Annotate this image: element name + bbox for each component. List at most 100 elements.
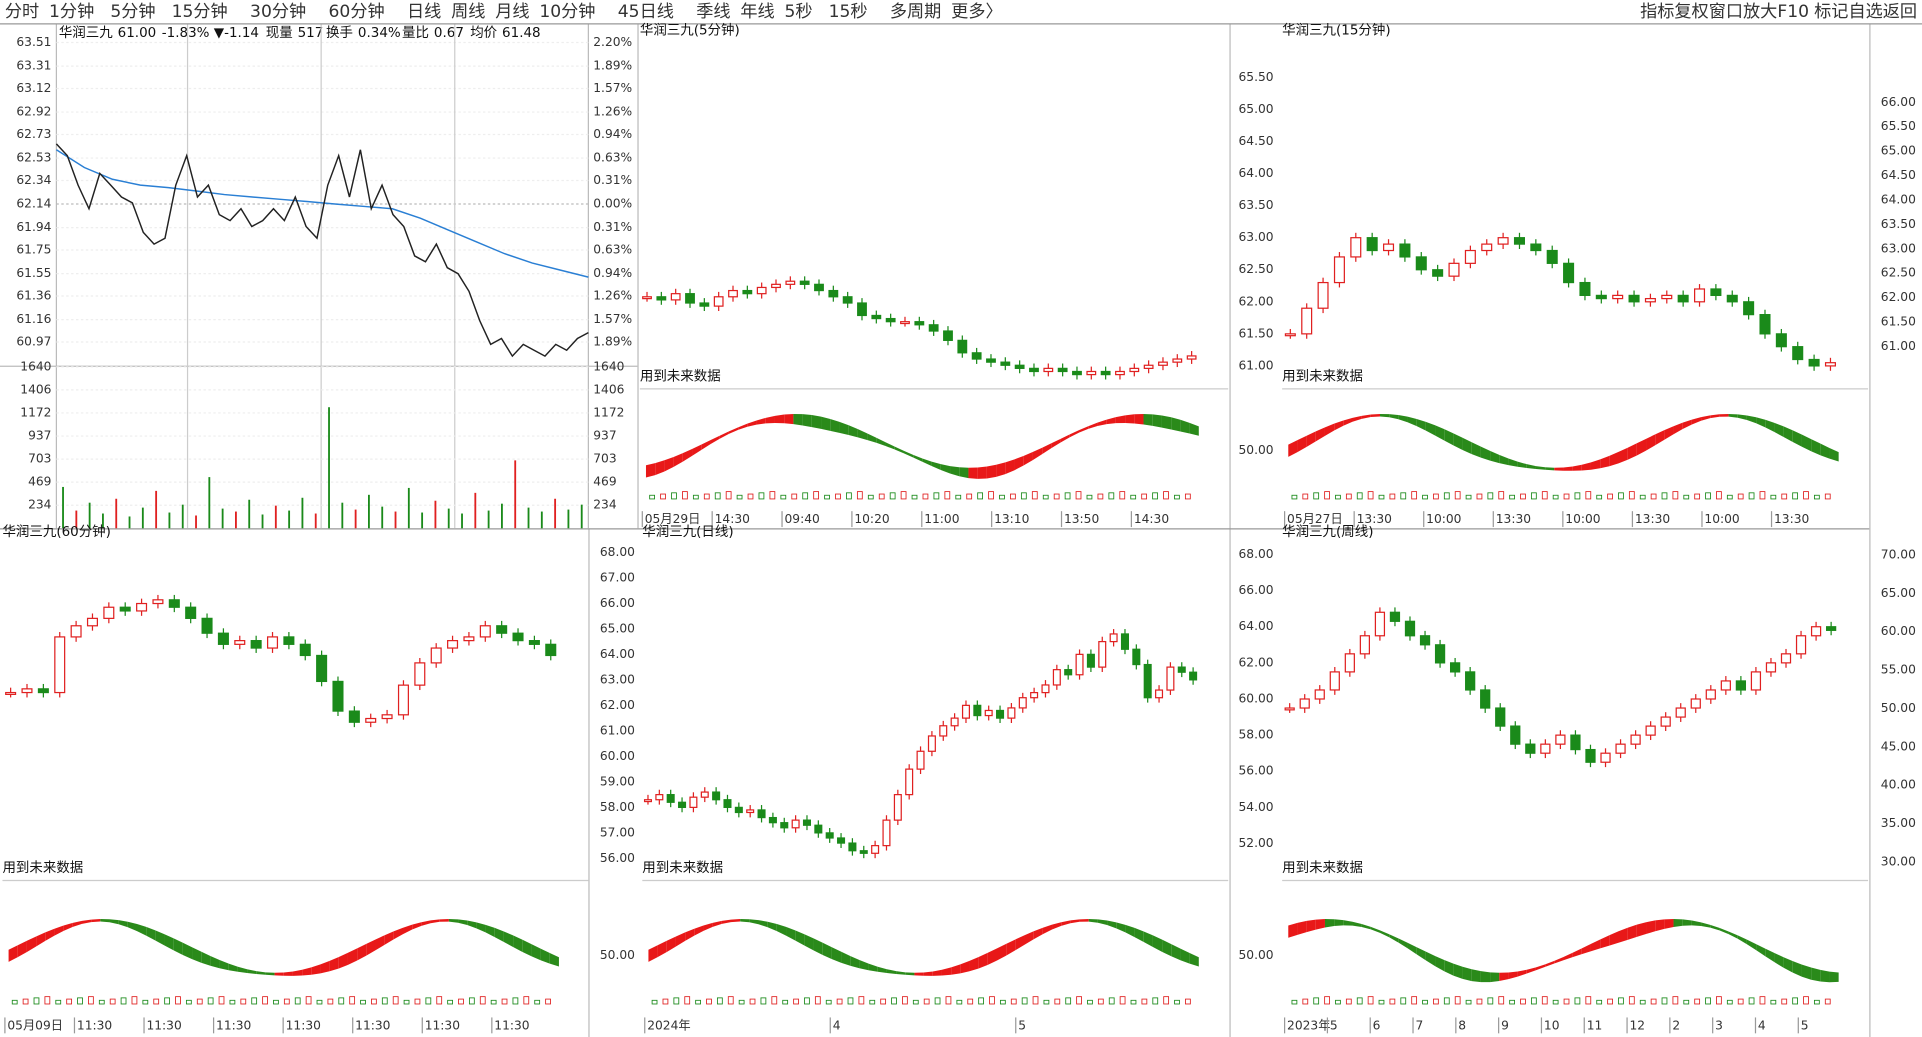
candle <box>1366 237 1378 252</box>
panel-title: 华润三九(日线) <box>642 524 733 540</box>
quote-field: -1.83% <box>162 26 210 41</box>
indicator-bar <box>512 997 519 1005</box>
indicator-bar <box>1694 493 1701 500</box>
tool-button[interactable]: 窗口 <box>1709 2 1743 22</box>
period-tab[interactable]: 10分钟 <box>539 2 595 22</box>
tool-button[interactable]: 指标 <box>1640 2 1674 22</box>
pct-tick-label: 0.63% <box>593 151 632 165</box>
candle <box>1115 370 1125 376</box>
candle <box>814 283 824 292</box>
period-tab[interactable]: 月线 <box>495 2 529 22</box>
y-tick-label: 65.00 <box>1238 102 1273 116</box>
period-tab[interactable]: 日线 <box>407 2 441 22</box>
indicator-bar <box>1726 494 1733 500</box>
period-tab[interactable]: 年线 <box>740 2 774 22</box>
y-tick-label: 64.00 <box>1238 166 1273 180</box>
period-tab[interactable]: 15分钟 <box>172 2 228 22</box>
time-label: 10:00 <box>1565 512 1600 526</box>
indicator-bar <box>1509 494 1515 500</box>
tool-button[interactable]: 自选 <box>1848 2 1882 22</box>
indicator-wave <box>877 966 887 974</box>
candle <box>1018 697 1027 709</box>
indicator-bar <box>1345 493 1352 500</box>
vol-tick-label: 469 <box>28 475 51 489</box>
indicator-wave <box>1134 927 1144 943</box>
indicator-bar <box>1607 493 1613 500</box>
indicator-wave <box>357 943 367 961</box>
indicator-wave <box>237 966 248 974</box>
period-tab[interactable]: 分时 <box>5 2 39 22</box>
candle <box>1419 635 1431 646</box>
indicator-wave <box>1636 922 1647 937</box>
indicator-bar <box>1705 492 1711 500</box>
tool-button[interactable]: 标记 <box>1814 2 1848 22</box>
quote-field: 61.48 <box>502 26 541 41</box>
period-tab[interactable]: 60分钟 <box>329 2 385 22</box>
indicator-bar <box>682 491 688 500</box>
period-tab[interactable]: 5秒 <box>784 2 812 22</box>
candle <box>1432 269 1444 277</box>
indicator-bar <box>662 998 669 1005</box>
tool-button[interactable]: 返回 <box>1883 2 1917 22</box>
tool-button[interactable]: 复权 <box>1674 2 1708 22</box>
candle <box>86 617 98 627</box>
y-tick-label: 66.00 <box>1238 583 1273 597</box>
indicator-wave <box>1380 413 1390 418</box>
vol-tick-label-right: 1172 <box>593 405 624 419</box>
indicator-bar <box>436 996 443 1005</box>
time-label: 9 <box>1501 1019 1509 1033</box>
indicator-wave <box>839 421 849 436</box>
period-tab[interactable]: 45日线 <box>618 2 674 22</box>
indicator-bar <box>1541 996 1548 1005</box>
period-tab[interactable]: 1分钟 <box>49 2 94 22</box>
indicator-bar <box>1302 493 1309 500</box>
indicator-wave <box>1581 462 1591 471</box>
period-tab[interactable]: 多周期 <box>890 2 941 22</box>
indicator-wave <box>366 939 376 956</box>
time-label: 14:30 <box>715 512 750 526</box>
period-tab[interactable]: 5分钟 <box>110 2 155 22</box>
indicator-bar <box>791 493 798 500</box>
period-tab[interactable]: 15秒 <box>829 2 868 22</box>
time-label: 8 <box>1458 1019 1466 1033</box>
price-tick-label: 63.31 <box>16 59 51 73</box>
indicator-wave <box>848 425 858 438</box>
indicator-bar <box>1618 492 1624 500</box>
indicator-wave <box>1774 422 1784 437</box>
indicator-wave <box>1343 417 1353 426</box>
candle <box>1344 653 1355 673</box>
indicator-bar <box>1043 999 1050 1005</box>
indicator-bar <box>880 998 887 1005</box>
indicator-bar <box>1422 999 1428 1005</box>
candle <box>1064 669 1073 676</box>
tool-button[interactable]: F10 <box>1777 2 1809 22</box>
candle <box>348 710 360 723</box>
indicator-bar <box>1552 999 1559 1005</box>
period-tab[interactable]: 更多〉 <box>951 2 1002 22</box>
time-label: 4 <box>1758 1019 1766 1033</box>
candle <box>939 725 948 737</box>
period-tab[interactable]: 周线 <box>451 2 485 22</box>
y2-tick-label: 35.00 <box>1881 816 1916 830</box>
indicator-wave <box>513 935 523 952</box>
vol-tick-label: 703 <box>28 452 51 466</box>
candle <box>712 791 721 801</box>
candle <box>1029 367 1039 373</box>
time-label: 11:30 <box>286 1019 321 1033</box>
time-label: 11:30 <box>355 1019 390 1033</box>
indicator-bar <box>44 996 51 1005</box>
indicator-bar <box>1574 492 1581 500</box>
period-tab[interactable]: 30分钟 <box>250 2 306 22</box>
period-tab[interactable]: 季线 <box>696 2 730 22</box>
indicator-wave <box>531 944 541 961</box>
tool-button[interactable]: 放大 <box>1743 2 1777 22</box>
indicator-wave <box>17 940 27 958</box>
indicator-wave <box>1774 952 1784 968</box>
indicator-wave <box>1811 439 1821 456</box>
y2-tick-label: 65.00 <box>1881 144 1916 158</box>
quote-field: 换手 <box>326 25 353 41</box>
candle <box>1329 671 1340 691</box>
candle <box>1660 716 1671 727</box>
candle <box>447 640 459 649</box>
price-tick-label: 62.34 <box>16 173 51 187</box>
